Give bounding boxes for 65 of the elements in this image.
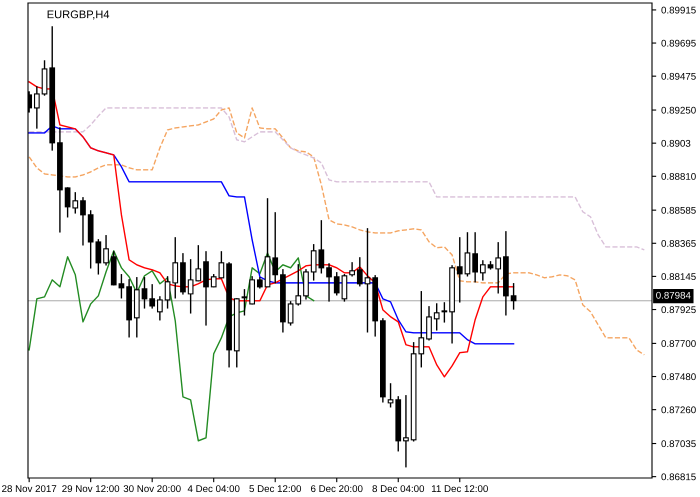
candlestick — [195, 245, 202, 282]
candlestick — [149, 284, 156, 309]
candlestick — [95, 239, 102, 275]
x-tick-label: 4 Dec 04:00 — [188, 485, 240, 492]
candlestick — [295, 264, 302, 306]
text: EURGBP,H4 — [48, 10, 110, 20]
y-tick-label: 0.87925 — [661, 306, 696, 314]
y-tick-label: 0.88365 — [661, 240, 696, 247]
candlestick — [142, 277, 148, 309]
line-series — [28, 81, 514, 378]
y-tick-label: 0.88585 — [661, 206, 696, 214]
line-series — [28, 107, 646, 356]
candlestick — [356, 257, 363, 286]
candlestick — [188, 259, 194, 314]
candlestick — [164, 276, 170, 309]
y-tick-label: 0.87260 — [661, 406, 696, 414]
y-tick-label: 0.86815 — [661, 473, 696, 480]
y-tick-label: 0.89695 — [661, 40, 696, 47]
candlestick — [442, 302, 448, 323]
candlestick — [210, 274, 217, 288]
candlestick — [157, 296, 163, 320]
candlestick — [72, 192, 78, 214]
candlestick — [456, 237, 463, 303]
candlestick — [334, 272, 340, 296]
candlestick — [118, 274, 124, 298]
candlestick — [403, 395, 409, 468]
y-tick-label: 0.87480 — [661, 373, 696, 380]
y-tick-label: 0.87700 — [661, 340, 696, 348]
x-tick-label: 28 Nov 2017 — [2, 485, 56, 492]
candlestick — [242, 289, 248, 316]
y-tick-label: 0.89475 — [661, 72, 696, 80]
candlestick — [480, 260, 486, 281]
candlestick — [418, 291, 424, 368]
candlestick — [326, 263, 332, 302]
candlestick — [464, 232, 470, 276]
candlestick — [388, 383, 394, 408]
candlestick — [103, 235, 109, 266]
y-tick-label: 0.8903 — [661, 140, 690, 147]
y-tick-label: 0.89915 — [661, 6, 696, 14]
candlestick — [172, 237, 178, 298]
candlestick — [426, 306, 432, 340]
y-tick-label: 0.88145 — [661, 273, 696, 280]
x-tick-label: 30 Nov 20:00 — [124, 485, 181, 492]
y-tick-label: 0.87035 — [661, 440, 696, 448]
ref-line-label: 0.87984 — [656, 292, 691, 299]
y-tick-label: 0.89250 — [661, 106, 696, 114]
line-series — [28, 250, 314, 442]
candlestick — [303, 269, 309, 300]
x-tick-label: 5 Dec 12:00 — [249, 485, 302, 492]
candlestick — [34, 86, 40, 129]
x-tick-label: 8 Dec 04:00 — [372, 485, 424, 492]
candlestick — [364, 228, 370, 333]
candlestick — [434, 303, 440, 331]
y-tick-label: 0.88810 — [661, 173, 696, 180]
candlestick — [472, 232, 478, 283]
line-series — [28, 107, 646, 251]
candlestick — [495, 242, 502, 294]
candlestick — [80, 197, 86, 246]
candlestick — [272, 212, 278, 284]
candlestick — [318, 220, 324, 274]
x-tick-label: 6 Dec 20:00 — [311, 485, 363, 492]
x-tick-label: 29 Nov 12:00 — [62, 485, 120, 492]
candlestick — [256, 277, 263, 289]
candlestick — [310, 244, 317, 281]
x-tick-label: 11 Dec 12:00 — [432, 485, 488, 492]
